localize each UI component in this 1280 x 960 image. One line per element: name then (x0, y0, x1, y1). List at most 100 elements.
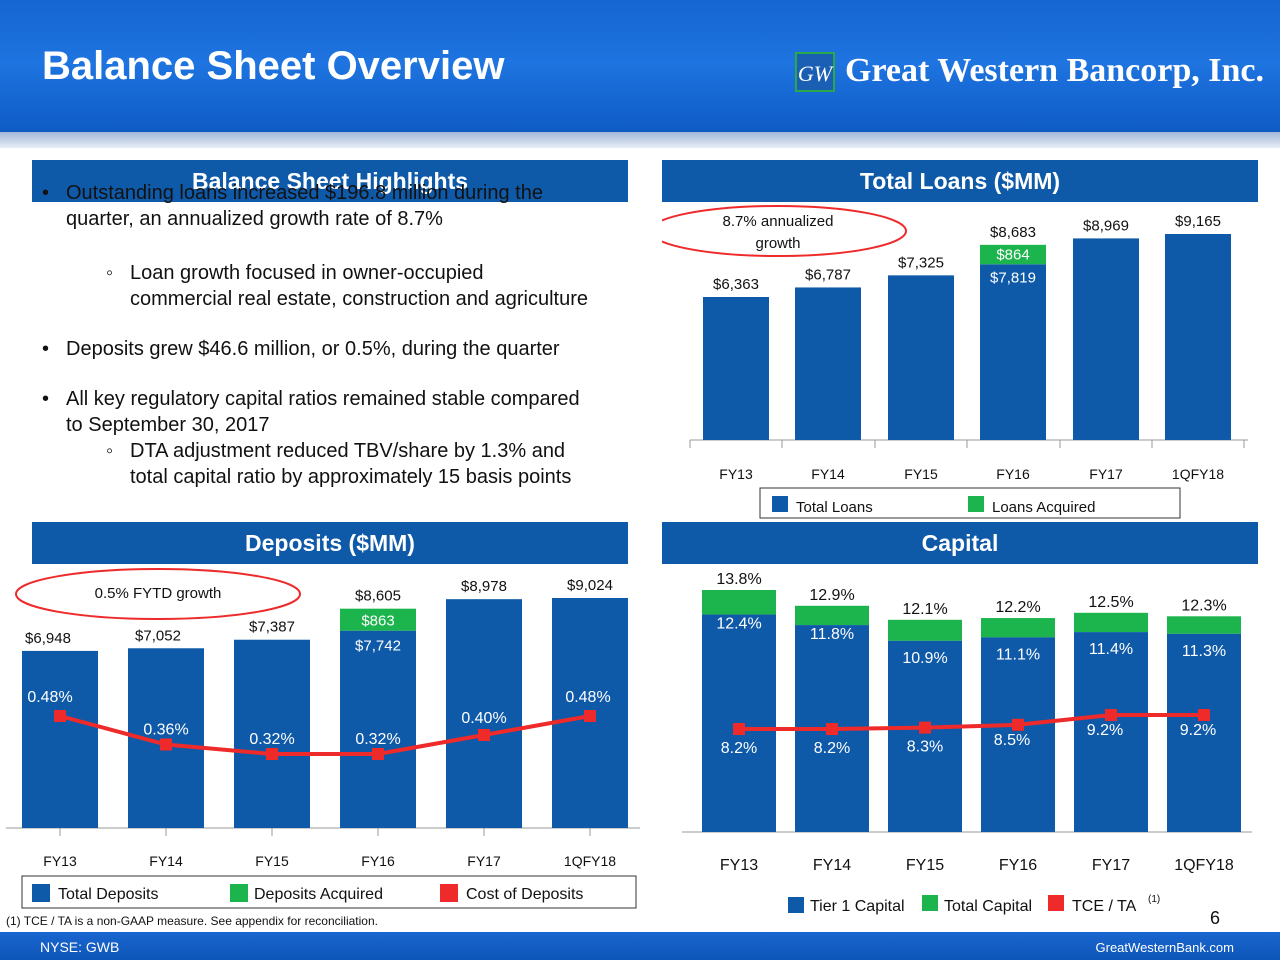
capital-tce-marker-1QFY18 (1198, 709, 1210, 721)
bullet-deposits: Deposits grew $46.6 million, or 0.5%, du… (40, 336, 640, 362)
bullet-deposits-text: Deposits grew $46.6 million, or 0.5%, du… (66, 338, 560, 360)
deposits-legend-cost: Cost of Deposits (466, 886, 583, 903)
deposits-value-label-FY14: $7,052 (135, 627, 181, 644)
loans-category-label-FY15: FY15 (904, 466, 938, 482)
loans-category-label-FY14: FY14 (811, 466, 845, 482)
capital-tce-label-FY13: 8.2% (721, 740, 757, 757)
capital-legend-total: Total Capital (944, 898, 1032, 915)
loans-value-label-FY17: $8,969 (1083, 217, 1129, 234)
sub-bullet-loan-growth-line1: Loan growth focused in owner-occupied (130, 262, 484, 284)
logo-text: Great Western Bancorp, Inc. (845, 52, 1264, 89)
loans-value-label-1QFY18: $9,165 (1175, 213, 1221, 230)
footer-bar: NYSE: GWB GreatWesternBank.com (0, 932, 1280, 960)
capital-category-label-1QFY18: 1QFY18 (1174, 857, 1234, 874)
deposits-value-label-FY15: $7,387 (249, 619, 295, 636)
capital-category-label-FY17: FY17 (1092, 857, 1130, 874)
capital-total-label-FY14: 12.9% (809, 587, 854, 604)
company-logo: GW Great Western Bancorp, Inc. (795, 50, 1264, 100)
capital-tier1-bar-1QFY18 (1167, 633, 1241, 832)
website-link[interactable]: GreatWesternBank.com (1095, 940, 1234, 955)
capital-tce-marker-FY14 (826, 723, 838, 735)
deposits-cost-marker-1QFY18 (584, 710, 596, 722)
deposits-bar-FY13 (22, 650, 98, 828)
capital-tce-label-FY16: 8.5% (994, 732, 1030, 749)
deposits-cost-label-FY17: 0.40% (461, 710, 506, 727)
deposits-bar-FY15 (234, 639, 310, 828)
deposits-category-label-1QFY18: 1QFY18 (564, 853, 616, 869)
capital-tier1-label-1QFY18: 11.3% (1182, 643, 1226, 660)
capital-total-bar-FY14 (795, 605, 869, 626)
capital-total-bar-FY13 (702, 590, 776, 615)
capital-legend-tce: TCE / TA (1072, 898, 1137, 915)
loans-chart: $6,363 FY13 $6,787 FY14 $7,325 FY15 $864 $7,819… (662, 205, 1248, 519)
deposits-base-label: $7,742 (355, 638, 401, 655)
loans-callout-line2: growth (755, 235, 800, 252)
deposits-bar-FY16 (340, 630, 416, 828)
deposits-category-label-FY16: FY16 (361, 853, 395, 869)
capital-category-label-FY16: FY16 (999, 857, 1037, 874)
capital-tce-label-FY15: 8.3% (907, 739, 943, 756)
loans-callout-line1: 8.7% annualized (723, 213, 834, 230)
deposits-value-label-FY16: $8,605 (355, 588, 401, 605)
capital-tce-label-1QFY18: 9.2% (1180, 722, 1216, 739)
loans-value-label-FY16: $8,683 (990, 224, 1036, 241)
capital-tce-label-FY14: 8.2% (814, 740, 850, 757)
deposits-cost-marker-FY15 (266, 748, 278, 760)
loans-value-label-FY15: $7,325 (898, 254, 944, 271)
capital-tce-label-FY17: 9.2% (1087, 722, 1123, 739)
loans-category-label-FY13: FY13 (719, 466, 753, 482)
capital-total-label-FY15: 12.1% (902, 601, 947, 618)
deposits-value-label-FY13: $6,948 (25, 630, 71, 647)
deposits-chart: $6,948 FY13 $7,052 FY14 $7,387 FY15 $863 $7,742… (6, 568, 640, 909)
capital-tier1-label-FY17: 11.4% (1089, 641, 1133, 658)
deposits-cost-marker-FY14 (160, 738, 172, 751)
deposits-category-label-FY15: FY15 (255, 853, 289, 869)
deposits-value-label-FY17: $8,978 (461, 578, 507, 595)
ticker: NYSE: GWB (40, 939, 120, 955)
loans-callout-ellipse (662, 205, 907, 257)
loans-bar-FY15 (888, 275, 954, 440)
capital-tier1-label-FY14: 11.8% (810, 626, 854, 643)
bullet-loans-line2: quarter, an annualized growth rate of 8.… (66, 208, 443, 230)
loans-panel-title: Total Loans ($MM) (662, 160, 1258, 202)
loans-bar-1QFY18 (1165, 234, 1231, 440)
page-number: 6 (1210, 908, 1221, 928)
deposits-cost-marker-FY17 (478, 729, 490, 741)
capital-tce-marker-FY16 (1012, 718, 1024, 731)
capital-tce-marker-FY15 (919, 721, 931, 734)
deposits-bar-FY17 (446, 599, 522, 828)
capital-tce-line (739, 713, 1204, 731)
header-bar (0, 0, 1280, 140)
deposits-legend-swatch-acquired (230, 884, 248, 902)
deposits-cost-label-FY13: 0.48% (27, 689, 72, 706)
capital-tce-marker-FY13 (733, 723, 745, 735)
deposits-legend-swatch-cost (440, 884, 458, 902)
capital-total-bar-1QFY18 (1167, 616, 1241, 634)
capital-total-label-1QFY18: 12.3% (1181, 597, 1226, 614)
capital-total-label-FY17: 12.5% (1088, 594, 1133, 611)
loans-acquired-label: $864 (996, 247, 1029, 264)
sub-bullet-dta-line2: total capital ratio by approximately 15 … (130, 466, 572, 488)
deposits-legend-swatch-total (32, 884, 50, 902)
loans-bar-FY16 (980, 264, 1046, 440)
capital-total-label-FY16: 12.2% (995, 599, 1040, 616)
capital-legend-swatch-total (922, 895, 938, 911)
deposits-legend-total: Total Deposits (58, 886, 159, 903)
loans-legend-total: Total Loans (796, 499, 873, 516)
capital-legend-tier1: Tier 1 Capital (810, 898, 905, 915)
deposits-category-label-FY14: FY14 (149, 853, 183, 869)
sub-bullet-loan-growth: Loan growth focused in owner-occupied co… (104, 260, 644, 312)
deposits-cost-label-FY14: 0.36% (143, 722, 188, 739)
deposits-cost-label-1QFY18: 0.48% (565, 689, 610, 706)
loans-bar-FY13 (703, 296, 769, 440)
capital-legend-footnote-marker: (1) (1148, 894, 1160, 905)
deposits-callout: 0.5% FYTD growth (95, 585, 222, 602)
loans-base-label: $7,819 (990, 269, 1036, 286)
sub-bullet-dta-line1: DTA adjustment reduced TBV/share by 1.3%… (130, 440, 566, 462)
loans-category-label-FY16: FY16 (996, 466, 1030, 482)
capital-tier1-bar-FY15 (888, 640, 962, 832)
loans-bar-FY17 (1073, 238, 1139, 440)
capital-tier1-bar-FY17 (1074, 632, 1148, 832)
loans-value-label-FY14: $6,787 (805, 266, 851, 283)
deposits-callout-ellipse (15, 568, 301, 620)
